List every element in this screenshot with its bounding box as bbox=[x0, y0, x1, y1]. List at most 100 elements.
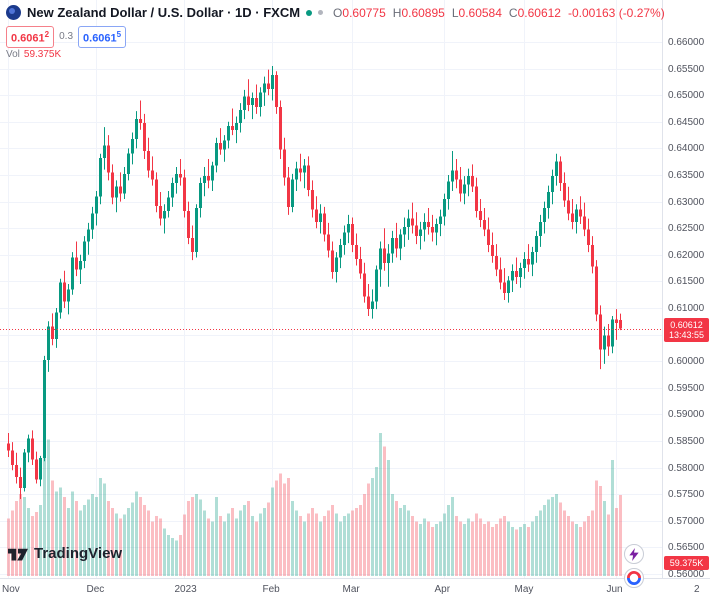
candle-body bbox=[467, 176, 470, 185]
volume-bar bbox=[427, 521, 430, 576]
candle-body bbox=[207, 176, 210, 181]
time-tick-label: 2023 bbox=[174, 584, 197, 595]
candle-body bbox=[303, 165, 306, 173]
volume-bar bbox=[51, 480, 54, 576]
volume-bar bbox=[339, 521, 342, 576]
candlestick-chart[interactable] bbox=[0, 0, 662, 578]
volume-bar bbox=[423, 518, 426, 576]
candle-body bbox=[95, 196, 98, 214]
volume-bar bbox=[283, 483, 286, 576]
volume-axis-badge: 59.375K bbox=[664, 556, 709, 570]
candle-body bbox=[251, 97, 254, 105]
price-tick-label: 0.66000 bbox=[668, 36, 705, 48]
volume-bar bbox=[615, 507, 618, 576]
candle-body bbox=[419, 229, 422, 237]
instant-trading-button[interactable] bbox=[624, 544, 644, 564]
volume-bar bbox=[335, 513, 338, 576]
symbol-title[interactable]: New Zealand Dollar / U.S. Dollar · 1D · … bbox=[27, 5, 301, 20]
volume-label: Vol bbox=[6, 49, 20, 60]
volume-bar bbox=[67, 507, 70, 576]
volume-bar bbox=[419, 524, 422, 576]
volume-bar bbox=[115, 513, 118, 576]
candle-body bbox=[127, 153, 130, 174]
candle-body bbox=[611, 319, 614, 347]
candle-body bbox=[463, 184, 466, 194]
time-axis[interactable]: 2 Nov Dec 2023 Feb Mar Apr May Jun bbox=[0, 578, 710, 600]
volume-bar bbox=[559, 502, 562, 576]
candle-body bbox=[147, 151, 150, 171]
volume-bar bbox=[351, 510, 354, 576]
volume-bar bbox=[391, 494, 394, 576]
candle-body bbox=[587, 229, 590, 246]
volume-bar bbox=[143, 505, 146, 576]
time-tick-label: Mar bbox=[342, 584, 360, 595]
candle-body bbox=[379, 248, 382, 270]
volume-bar bbox=[319, 521, 322, 576]
volume-bar bbox=[595, 480, 598, 576]
volume-bar bbox=[263, 507, 266, 576]
volume-bar bbox=[387, 460, 390, 576]
candle-body bbox=[383, 248, 386, 263]
sentiment-donut-icon bbox=[627, 571, 641, 585]
candle-body bbox=[7, 443, 10, 451]
volume-bar bbox=[275, 480, 278, 576]
volume-bar bbox=[455, 516, 458, 576]
volume-bar bbox=[87, 499, 90, 576]
chart-pane[interactable]: New Zealand Dollar / U.S. Dollar · 1D · … bbox=[0, 0, 665, 578]
candle-body bbox=[511, 270, 514, 281]
candle-body bbox=[31, 438, 34, 460]
candle-body bbox=[503, 282, 506, 294]
price-tick-label: 0.57500 bbox=[668, 488, 705, 500]
candle-body bbox=[55, 312, 58, 339]
sentiment-button[interactable] bbox=[624, 568, 644, 588]
candle-body bbox=[551, 176, 554, 193]
volume-bar bbox=[503, 516, 506, 576]
volume-bar bbox=[151, 521, 154, 576]
volume-bar bbox=[231, 507, 234, 576]
ohlc-values: O 0.60775 H 0.60895 L 0.60584 C 0.60612 -0.0… bbox=[333, 6, 665, 20]
high-value: 0.60895 bbox=[401, 5, 445, 20]
volume-bar bbox=[511, 526, 514, 576]
tradingview-watermark[interactable]: TradingView bbox=[8, 545, 122, 562]
volume-bar bbox=[171, 537, 174, 576]
candle-body bbox=[171, 182, 174, 198]
price-axis[interactable]: 0.60612 13:43:55 59.375K 0.66000 0.65500 0… bbox=[662, 0, 710, 579]
volume-bar bbox=[475, 513, 478, 576]
candle-body bbox=[107, 145, 110, 173]
candle-body bbox=[359, 259, 362, 274]
volume-bar bbox=[579, 526, 582, 576]
buy-button[interactable]: 0.60615 bbox=[78, 26, 127, 48]
candle-body bbox=[407, 218, 410, 228]
candle-body bbox=[215, 143, 218, 166]
volume-bar bbox=[371, 477, 374, 576]
price-tick-label: 0.62500 bbox=[668, 222, 705, 234]
sell-button[interactable]: 0.60612 bbox=[6, 26, 55, 48]
volume-bar bbox=[163, 528, 166, 576]
volume-bar bbox=[463, 524, 466, 576]
volume-bar bbox=[307, 513, 310, 576]
candle-body bbox=[607, 335, 610, 347]
symbol-header: New Zealand Dollar / U.S. Dollar · 1D · … bbox=[6, 5, 665, 20]
candle-body bbox=[439, 216, 442, 224]
volume-bar bbox=[599, 486, 602, 576]
candle-body bbox=[187, 211, 190, 238]
volume-bar bbox=[531, 521, 534, 576]
candle-body bbox=[179, 173, 182, 178]
volume-bar bbox=[363, 494, 366, 576]
volume-bar bbox=[447, 505, 450, 576]
candle-body bbox=[483, 220, 486, 230]
volume-bar bbox=[179, 535, 182, 576]
volume-value: 59.375K bbox=[23, 49, 62, 60]
candle-body bbox=[123, 173, 126, 194]
volume-bar bbox=[395, 501, 398, 576]
candle-body bbox=[27, 438, 30, 453]
candle-body bbox=[567, 200, 570, 214]
volume-bar bbox=[243, 505, 246, 576]
candle-body bbox=[295, 168, 298, 180]
candle-body bbox=[59, 282, 62, 313]
volume-bar bbox=[259, 513, 262, 576]
candle-body bbox=[603, 335, 606, 350]
volume-bar bbox=[611, 460, 614, 576]
candle-body bbox=[271, 74, 274, 89]
bid-price-fraction: 2 bbox=[44, 30, 50, 39]
